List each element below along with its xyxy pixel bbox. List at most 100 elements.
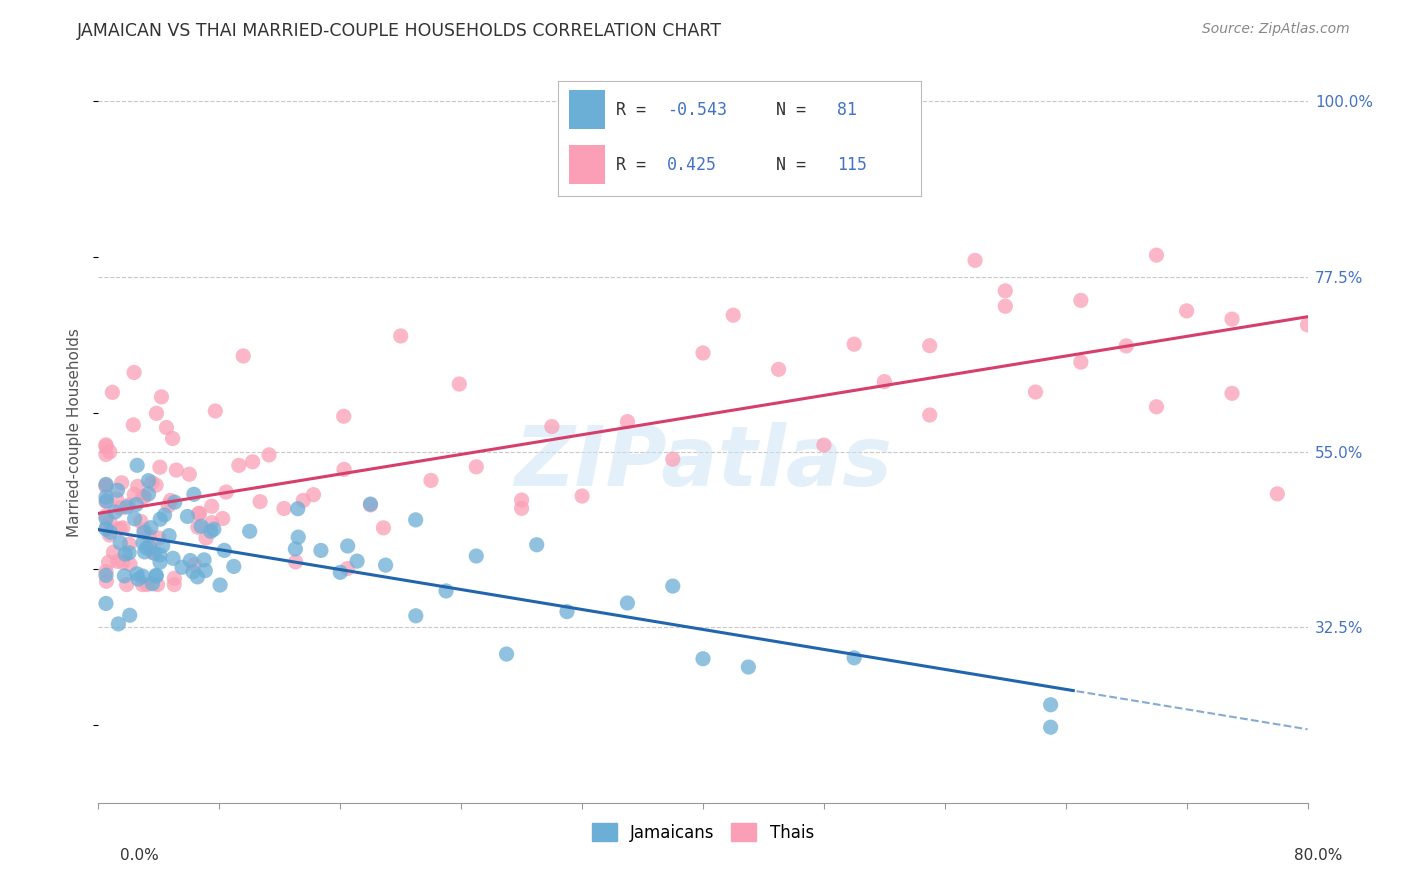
Point [176, 509, 198, 524]
Point [813, 438, 835, 452]
Point [201, 516, 224, 530]
Point [138, 541, 160, 555]
Point [139, 521, 162, 535]
Point [96, 574, 118, 589]
Point [94, 448, 117, 462]
Point [257, 448, 280, 462]
Point [1039, 698, 1062, 712]
Point [616, 415, 638, 429]
Point [200, 524, 222, 539]
Point [101, 385, 124, 400]
Point [284, 541, 307, 556]
Point [1070, 355, 1092, 369]
Point [434, 583, 457, 598]
Point [136, 577, 159, 591]
Point [149, 548, 172, 562]
Text: 80.0%: 80.0% [1295, 848, 1343, 863]
Point [127, 458, 149, 473]
Point [98, 525, 121, 540]
Point [211, 511, 233, 525]
Point [152, 539, 174, 553]
Point [183, 487, 205, 501]
Point [111, 555, 134, 569]
Point [155, 420, 177, 434]
Point [94, 508, 117, 523]
Point [661, 452, 683, 467]
Point [1175, 304, 1198, 318]
Point [138, 474, 160, 488]
Point [94, 438, 117, 452]
Point [162, 432, 184, 446]
Legend: Jamaicans, Thais: Jamaicans, Thais [583, 815, 823, 850]
Point [994, 284, 1017, 298]
Point [1144, 248, 1167, 262]
Point [127, 479, 149, 493]
Point [215, 485, 238, 500]
Point [157, 528, 180, 542]
Point [94, 439, 117, 453]
Point [571, 489, 593, 503]
Point [495, 647, 517, 661]
Point [141, 576, 163, 591]
Point [111, 475, 134, 490]
Point [526, 538, 548, 552]
Point [107, 554, 129, 568]
Point [94, 568, 117, 582]
Point [94, 479, 117, 493]
Point [336, 561, 359, 575]
Point [94, 565, 117, 579]
Text: ZIPatlas: ZIPatlas [515, 422, 891, 503]
Point [94, 494, 117, 508]
Point [723, 308, 745, 322]
Point [125, 498, 148, 512]
Point [465, 549, 488, 563]
Point [96, 494, 118, 508]
Point [918, 408, 941, 422]
Point [768, 362, 790, 376]
Point [149, 555, 172, 569]
Point [138, 529, 160, 543]
Point [918, 339, 941, 353]
Point [1267, 487, 1289, 501]
Point [179, 553, 201, 567]
Point [153, 508, 176, 522]
Point [616, 596, 638, 610]
Point [1039, 720, 1062, 734]
Point [94, 490, 117, 504]
Point [94, 597, 117, 611]
Point [96, 520, 118, 534]
Point [97, 555, 120, 569]
Point [249, 494, 271, 508]
Point [194, 564, 217, 578]
Point [149, 512, 172, 526]
Point [135, 541, 157, 555]
Point [329, 566, 352, 580]
Point [1372, 310, 1395, 324]
Point [309, 543, 332, 558]
Point [1115, 339, 1137, 353]
Point [873, 375, 896, 389]
Point [1327, 276, 1350, 290]
Point [159, 493, 181, 508]
Point [170, 560, 193, 574]
Point [389, 329, 412, 343]
Point [555, 605, 578, 619]
Point [94, 477, 117, 491]
Point [94, 511, 117, 525]
Point [110, 501, 132, 516]
Point [405, 513, 427, 527]
Point [120, 558, 142, 572]
Point [1341, 318, 1364, 332]
Point [115, 500, 138, 514]
Point [127, 572, 149, 586]
Point [201, 500, 224, 514]
Point [540, 419, 562, 434]
Point [107, 483, 129, 498]
Point [132, 490, 155, 504]
Point [122, 366, 145, 380]
Point [143, 546, 166, 560]
Point [138, 540, 160, 554]
Point [142, 546, 165, 560]
Point [186, 570, 208, 584]
Point [148, 531, 170, 545]
